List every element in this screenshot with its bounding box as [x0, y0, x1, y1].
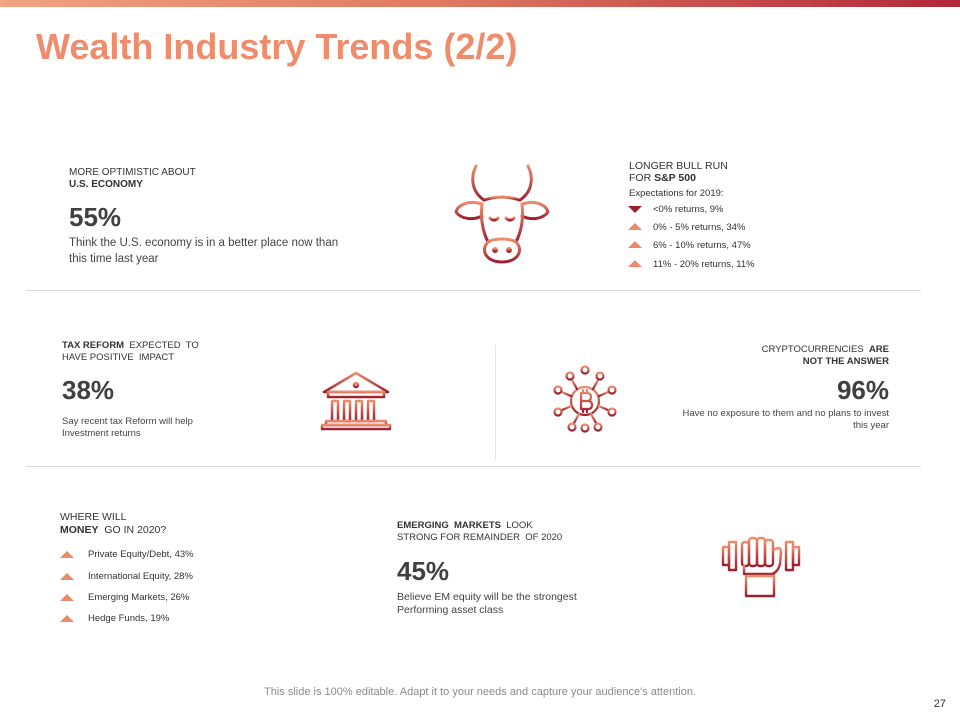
footer-note: This slide is 100% editable. Adapt it to… — [264, 686, 696, 698]
economy-heading-line2: U.S. ECONOMY — [69, 179, 143, 190]
tax-percent: 38% — [62, 375, 115, 405]
bull-run-heading-line2-pre: FOR — [629, 172, 655, 184]
tax-description: Say recent tax Reform will help Investme… — [62, 416, 193, 439]
triangle-down-icon — [628, 206, 642, 213]
list-item: 6% - 10% returns, 47% — [653, 240, 751, 251]
divider-top — [26, 290, 921, 291]
bull-icon — [454, 164, 550, 264]
page-title: Wealth Industry Trends (2/2) — [36, 26, 518, 67]
triangle-up-icon — [628, 260, 642, 267]
economy-heading-line1: MORE OPTIMISTIC ABOUT — [69, 167, 196, 178]
dumbbell-hand-icon — [721, 536, 801, 598]
list-item: International Equity, 28% — [88, 571, 193, 582]
divider-middle — [495, 345, 496, 460]
economy-heading: MORE OPTIMISTIC ABOUT U.S. ECONOMY — [69, 167, 289, 191]
economy-percent: 55% — [69, 202, 122, 232]
bull-run-heading-line2-bold: S&P 500 — [654, 172, 696, 184]
money-heading-line2: MONEY GO IN 2020? — [60, 524, 260, 537]
money-heading-line1: WHERE WILL — [60, 511, 127, 523]
list-item: Private Equity/Debt, 43% — [88, 549, 194, 560]
emerging-heading-line1: EMERGING MARKETS LOOK — [397, 520, 637, 532]
emerging-percent: 45% — [397, 556, 450, 586]
crypto-percent: 96% — [836, 375, 889, 405]
triangle-up-icon — [628, 223, 642, 230]
bull-run-heading: LONGER BULL RUN FOR S&P 500 — [629, 160, 869, 184]
emerging-heading-line2: STRONG FOR REMAINDER OF 2020 — [397, 532, 563, 543]
crypto-heading-line1: CRYPTOCURRENCIES ARE — [640, 344, 889, 356]
money-heading-rest: GO IN 2020? — [98, 524, 167, 536]
crypto-heading-bold: ARE — [868, 344, 889, 355]
economy-description: Think the U.S. economy is in a better pl… — [69, 237, 339, 265]
tax-heading-bold: TAX REFORM — [62, 340, 125, 351]
page-number: 27 — [933, 698, 946, 710]
triangle-up-icon — [60, 551, 74, 558]
tax-heading-line1: TAX REFORM EXPECTED TO — [62, 340, 262, 352]
top-accent-bar — [0, 0, 960, 7]
list-item: <0% returns, 9% — [653, 204, 724, 215]
money-heading: WHERE WILL MONEY GO IN 2020? — [60, 511, 260, 537]
bank-icon — [320, 371, 392, 431]
emerging-heading-bold: EMERGING MARKETS — [397, 520, 501, 531]
triangle-up-icon — [60, 594, 74, 601]
list-item: Emerging Markets, 26% — [88, 592, 190, 603]
bull-run-heading-line2: FOR S&P 500 — [629, 172, 869, 184]
triangle-up-icon — [60, 615, 74, 622]
tax-heading-line2: HAVE POSITIVE IMPACT — [62, 352, 175, 363]
triangle-up-icon — [628, 241, 642, 248]
crypto-description: Have no exposure to them and no plans to… — [682, 408, 890, 431]
crypto-heading: CRYPTOCURRENCIES ARE NOT THE ANSWER — [640, 344, 889, 368]
money-heading-bold: MONEY — [60, 524, 99, 536]
crypto-heading-pre: CRYPTOCURRENCIES — [761, 344, 869, 355]
bull-run-subheading: Expectations for 2019: — [629, 188, 724, 199]
list-item: 0% - 5% returns, 34% — [653, 222, 746, 233]
list-item: Hedge Funds, 19% — [88, 613, 170, 624]
tax-heading: TAX REFORM EXPECTED TO HAVE POSITIVE IMP… — [62, 340, 262, 364]
triangle-up-icon — [60, 573, 74, 580]
bull-run-heading-line1: LONGER BULL RUN — [629, 160, 728, 172]
emerging-description: Believe EM equity will be the strongest … — [397, 591, 577, 616]
list-item: 11% - 20% returns, 11% — [653, 259, 755, 270]
emerging-heading-rest: LOOK — [500, 520, 533, 531]
divider-bottom — [26, 466, 921, 467]
emerging-heading: EMERGING MARKETS LOOK STRONG FOR REMAIND… — [397, 520, 637, 544]
bitcoin-network-icon — [553, 365, 617, 433]
tax-heading-rest: EXPECTED TO — [124, 340, 199, 351]
crypto-heading-line2: NOT THE ANSWER — [802, 356, 889, 367]
